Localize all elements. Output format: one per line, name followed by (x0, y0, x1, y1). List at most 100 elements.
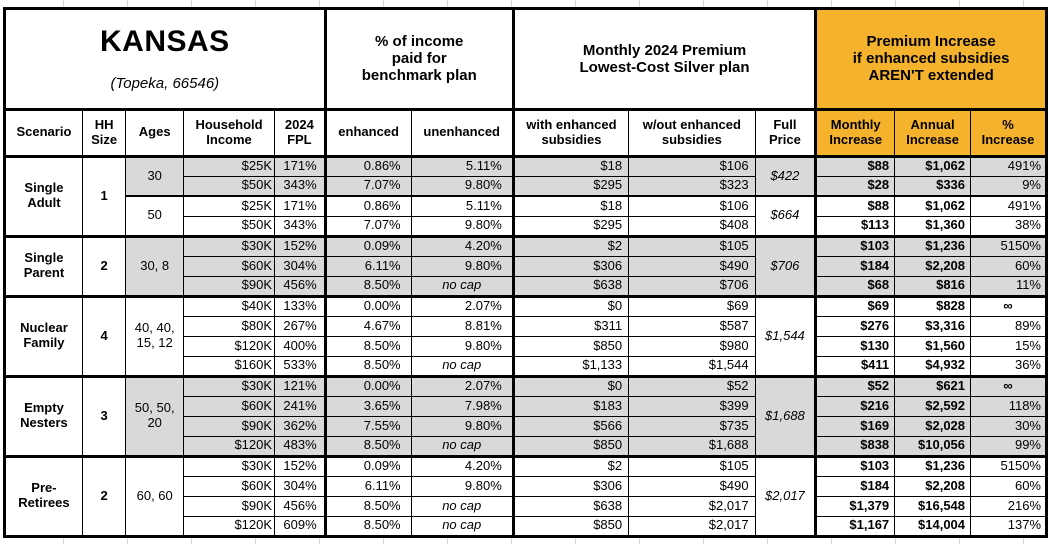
unenhanced-pct-cell: no cap (410, 515, 515, 538)
income-cell: $90K (183, 275, 276, 298)
hh-size-cell: 1 (81, 155, 127, 238)
premium-with-subsidies-cell: $183 (512, 395, 630, 417)
pct-income-section-header: % of income paid for benchmark plan (324, 8, 515, 111)
unenhanced-pct-cell: 9.80% (410, 335, 515, 357)
premium-without-subsidies-cell: $980 (628, 335, 756, 357)
full-price-cell: $1,544 (754, 295, 818, 378)
premium-with-subsidies-cell: $638 (512, 495, 630, 517)
col-header-hh-size: HH Size (81, 108, 127, 158)
unenhanced-pct-cell: 5.11% (410, 195, 515, 217)
pct-increase-cell: 89% (970, 315, 1047, 337)
table-row: $90K 362% 7.55% 9.80% $566 $735 $169 $2,… (5, 415, 1047, 437)
pct-increase-cell: 11% (970, 275, 1047, 298)
monthly-increase-cell: $276 (815, 315, 896, 337)
income-cell: $60K (183, 255, 276, 277)
income-cell: $120K (183, 515, 276, 538)
ages-cell: 50, 50, 20 (125, 375, 185, 458)
scenario-cell: Single Adult (4, 155, 83, 238)
ages-cell: 30 (125, 155, 185, 198)
enhanced-pct-cell: 0.86% (324, 155, 412, 177)
premium-without-subsidies-cell: $69 (628, 295, 756, 317)
unenhanced-pct-cell: 4.20% (410, 235, 515, 257)
premium-with-subsidies-cell: $850 (512, 515, 630, 538)
pct-increase-cell: 5150% (970, 455, 1047, 477)
monthly-increase-cell: $184 (815, 255, 896, 277)
premium-without-subsidies-cell: $106 (628, 155, 756, 177)
table-row: $50K 343% 7.07% 9.80% $295 $323 $28 $336… (5, 175, 1047, 198)
fpl-cell: 400% (274, 335, 327, 357)
premium-comparison-table: KANSAS (Topeka, 66546) % of income paid … (3, 7, 1048, 538)
monthly-increase-cell: $184 (815, 475, 896, 497)
premium-without-subsidies-cell: $408 (628, 215, 756, 238)
unenhanced-pct-cell: 9.80% (410, 415, 515, 437)
spreadsheet-gridline-strip-bottom (0, 537, 1054, 544)
income-cell: $80K (183, 315, 276, 337)
enhanced-pct-cell: 6.11% (324, 255, 412, 277)
premium-with-subsidies-cell: $18 (512, 195, 630, 217)
annual-increase-cell: $16,548 (894, 495, 972, 517)
pct-increase-cell: 36% (970, 355, 1047, 378)
fpl-cell: 343% (274, 175, 327, 198)
pct-increase-cell: 60% (970, 255, 1047, 277)
table-row: $60K 304% 6.11% 9.80% $306 $490 $184 $2,… (5, 255, 1047, 277)
ages-cell: 60, 60 (125, 455, 185, 538)
table-row: $90K 456% 8.50% no cap $638 $2,017 $1,37… (5, 495, 1047, 517)
enhanced-pct-cell: 8.50% (324, 495, 412, 517)
enhanced-pct-cell: 0.00% (324, 295, 412, 317)
table-row: Single Adult 1 30 $25K 171% 0.86% 5.11% … (4, 155, 1047, 238)
annual-increase-cell: $4,932 (894, 355, 972, 378)
column-header-row: Scenario HH Size Ages Household Income 2… (4, 108, 1047, 158)
col-header-enhanced: enhanced (324, 108, 412, 158)
income-cell: $30K (183, 375, 276, 397)
annual-increase-cell: $3,316 (894, 315, 972, 337)
premium-without-subsidies-cell: $490 (628, 475, 756, 497)
table-row: $160K 533% 8.50% no cap $1,133 $1,544 $4… (5, 355, 1047, 378)
pct-increase-cell: 137% (970, 515, 1047, 538)
pct-increase-cell: 60% (970, 475, 1047, 497)
pct-increase-cell: 38% (970, 215, 1047, 238)
enhanced-pct-cell: 8.50% (324, 435, 412, 458)
full-price-cell: $2,017 (754, 455, 818, 538)
fpl-cell: 152% (274, 455, 327, 477)
monthly-increase-cell: $103 (815, 235, 896, 257)
monthly-increase-cell: $169 (815, 415, 896, 437)
monthly-increase-cell: $28 (815, 175, 896, 198)
income-cell: $50K (183, 215, 276, 238)
unenhanced-pct-cell: 2.07% (410, 295, 515, 317)
fpl-cell: 343% (274, 215, 327, 238)
monthly-increase-cell: $52 (815, 375, 896, 397)
table-row: 50 $25K 171% 0.86% 5.11% $18 $106 $664 $… (5, 195, 1047, 238)
col-header-ages: Ages (125, 108, 185, 158)
full-price-cell: $1,688 (754, 375, 818, 458)
unenhanced-pct-cell: 8.81% (410, 315, 515, 337)
fpl-cell: 456% (274, 495, 327, 517)
unenhanced-pct-cell: 9.80% (410, 175, 515, 198)
income-cell: $30K (183, 235, 276, 257)
fpl-cell: 152% (274, 235, 327, 257)
premium-with-subsidies-cell: $1,133 (512, 355, 630, 378)
table-row: Nuclear Family 4 40, 40, 15, 12 $40K 133… (4, 295, 1047, 378)
unenhanced-pct-cell: 9.80% (410, 215, 515, 238)
fpl-cell: 304% (274, 475, 327, 497)
monthly-increase-cell: $113 (815, 215, 896, 238)
ages-cell: 50 (125, 195, 185, 238)
annual-increase-cell: $828 (894, 295, 972, 317)
state-title: KANSAS (99, 24, 230, 58)
annual-increase-cell: $816 (894, 275, 972, 298)
pct-increase-cell: 118% (970, 395, 1047, 417)
premium-section-header: Monthly 2024 Premium Lowest-Cost Silver … (512, 8, 818, 111)
premium-without-subsidies-cell: $1,544 (628, 355, 756, 378)
income-cell: $60K (183, 475, 276, 497)
premium-with-subsidies-cell: $306 (512, 255, 630, 277)
pct-increase-cell: 15% (970, 335, 1047, 357)
monthly-increase-cell: $838 (815, 435, 896, 458)
pct-increase-cell: 491% (970, 195, 1047, 217)
enhanced-pct-cell: 6.11% (324, 475, 412, 497)
income-cell: $60K (183, 395, 276, 417)
premium-without-subsidies-cell: $399 (628, 395, 756, 417)
hh-size-cell: 2 (81, 235, 127, 298)
annual-increase-cell: $1,560 (894, 335, 972, 357)
income-cell: $30K (183, 455, 276, 477)
enhanced-pct-cell: 8.50% (324, 355, 412, 378)
enhanced-pct-cell: 7.55% (324, 415, 412, 437)
